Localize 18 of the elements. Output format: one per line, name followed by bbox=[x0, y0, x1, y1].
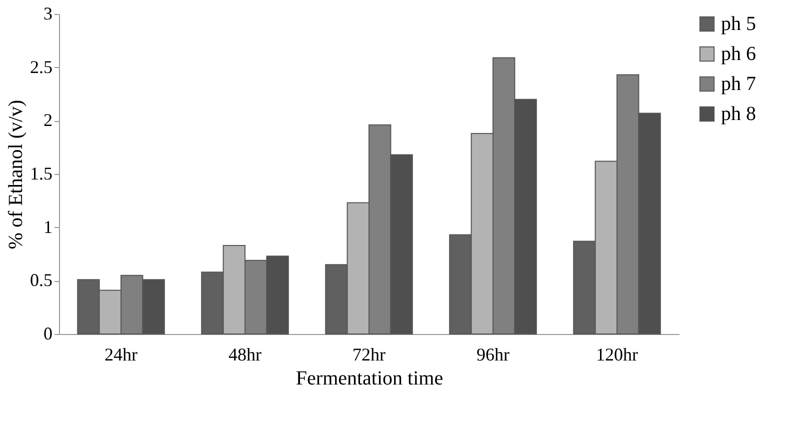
legend-label: ph 7 bbox=[721, 73, 756, 95]
legend-label: ph 6 bbox=[721, 43, 756, 65]
y-axis-title: % of Ethanol (v/v) bbox=[5, 100, 27, 250]
legend-label: ph 5 bbox=[721, 13, 756, 35]
x-tick-label: 120hr bbox=[596, 344, 638, 364]
y-tick-label: 0 bbox=[44, 324, 52, 344]
y-tick-label: 2.5 bbox=[30, 56, 52, 77]
y-tick-label: 2 bbox=[44, 110, 52, 130]
y-tick-label: 1 bbox=[44, 216, 52, 237]
x-axis-title: Fermentation time bbox=[296, 368, 444, 390]
x-tick-label: 72hr bbox=[352, 344, 386, 364]
x-tick-label: 24hr bbox=[104, 344, 138, 364]
y-tick-label: 1.5 bbox=[30, 164, 52, 184]
y-tick-label: 3 bbox=[44, 4, 52, 24]
x-tick-label: 48hr bbox=[228, 344, 262, 364]
legend-label: ph 8 bbox=[721, 103, 756, 125]
x-tick-label: 96hr bbox=[476, 344, 510, 364]
y-tick-label: 0.5 bbox=[30, 270, 52, 290]
